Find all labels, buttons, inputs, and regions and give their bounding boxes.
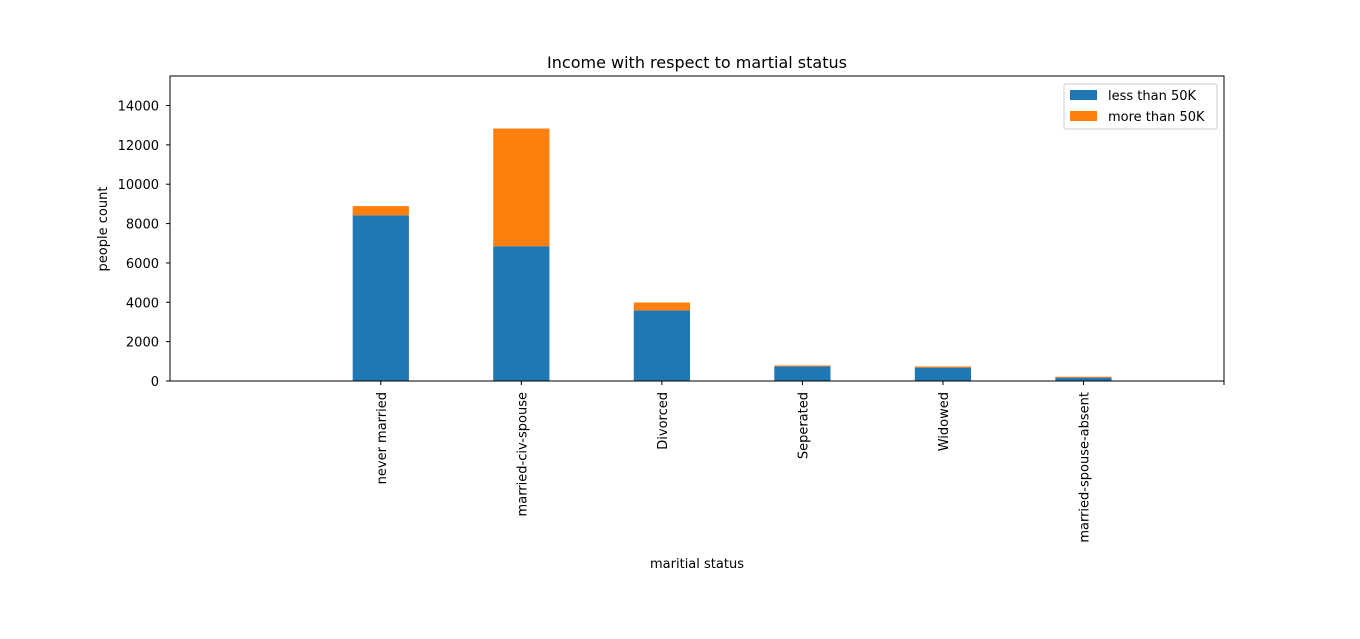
plot-frame [169,75,1225,382]
legend-box [1063,83,1218,130]
chart-title: Income with respect to martial status [547,53,847,72]
y-tick-label: 0 [151,375,159,390]
y-axis-label: people count [96,187,111,272]
x-tick-label-seperated: Seperated [796,392,811,459]
bar-more-than-50k-seperated [774,365,831,367]
x-tick-label-widowed: Widowed [937,392,952,451]
bar-less-than-50k-divorced [633,310,690,381]
legend-label-more-than-50k: more than 50K [1108,110,1205,125]
bars-group [352,128,1112,381]
y-axis: 0 2000 4000 6000 8000 10000 12000 14000 [118,100,170,390]
bar-less-than-50k-widowed [914,367,972,381]
legend-swatch-less-than-50k [1070,90,1097,100]
y-tick-label: 10000 [118,178,159,193]
bar-more-than-50k-divorced [633,302,690,311]
bar-more-than-50k-married-civ-spouse [493,128,550,247]
x-axis: never married married-civ-spouse Divorced S… [375,381,1225,543]
bar-less-than-50k-married-spouse-absent [1055,377,1112,381]
y-tick-label: 6000 [126,257,159,272]
legend-swatch-more-than-50k [1070,111,1097,121]
bar-less-than-50k-seperated [774,366,831,381]
bar-more-than-50k-widowed [914,366,972,368]
bar-more-than-50k-never-married [352,206,409,216]
y-tick-label: 2000 [126,336,159,351]
bar-less-than-50k-never-married [352,215,409,381]
y-tick-label: 8000 [126,218,159,233]
bar-less-than-50k-married-civ-spouse [493,246,550,381]
y-tick-label: 14000 [118,100,159,115]
legend-label-less-than-50k: less than 50K [1108,89,1197,104]
x-tick-label-never-married: never married [375,392,390,484]
x-axis-label: maritial status [650,557,744,572]
y-tick-label: 4000 [126,296,159,311]
x-tick-label-divorced: Divorced [656,392,671,450]
x-tick-label-married-spouse-absent: married-spouse-absent [1077,392,1092,543]
x-tick-label-married-civ-spouse: married-civ-spouse [515,392,530,516]
y-tick-label: 12000 [118,139,159,154]
legend: less than 50K more than 50K [1063,83,1218,130]
bar-more-than-50k-married-spouse-absent [1055,376,1112,378]
